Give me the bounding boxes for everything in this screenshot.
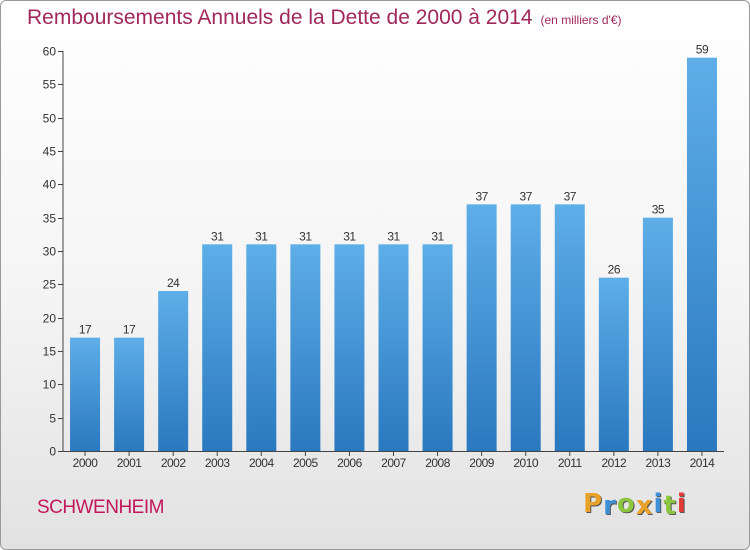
- bar: [511, 204, 541, 451]
- bar: [423, 244, 453, 451]
- y-tick-label: 5: [49, 412, 56, 426]
- bar-value-label: 24: [167, 276, 180, 290]
- x-tick-label: 2003: [205, 456, 231, 470]
- brand-logo-letter: r: [603, 491, 617, 521]
- x-tick-label: 2010: [513, 456, 539, 470]
- y-tick-label: 0: [49, 445, 56, 459]
- x-tick-label: 2006: [337, 456, 363, 470]
- x-tick-label: 2004: [249, 456, 275, 470]
- bar-value-label: 31: [343, 229, 356, 243]
- chart-frame: Remboursements Annuels de la Dette de 20…: [0, 0, 750, 550]
- bar-value-label: 31: [387, 229, 400, 243]
- y-tick-label: 25: [43, 278, 57, 292]
- bar: [290, 244, 320, 451]
- y-tick-label: 55: [43, 78, 57, 92]
- bar-value-label: 31: [431, 229, 444, 243]
- bar-value-label: 59: [696, 43, 709, 57]
- brand-logo-letter: t: [663, 491, 676, 521]
- bar: [379, 244, 409, 451]
- bar: [687, 58, 717, 451]
- brand-logo-letter: P: [583, 489, 603, 519]
- bar-chart: 0 5 10 15 20 25 30 35 40 45 50 55 60 2000 2001 2002 2003…: [1, 1, 749, 549]
- bar: [467, 204, 497, 451]
- x-tick-label: 2000: [73, 456, 99, 470]
- bar-value-label: 35: [652, 203, 665, 217]
- y-tick-label: 35: [43, 212, 57, 226]
- y-tick-label: 60: [43, 45, 57, 59]
- y-tick-label: 50: [43, 112, 57, 126]
- x-tick-label: 2012: [601, 456, 627, 470]
- x-tick-label: 2002: [161, 456, 187, 470]
- y-tick-label: 15: [43, 345, 57, 359]
- brand-logo-letter: x: [636, 491, 654, 521]
- bar: [246, 244, 276, 451]
- y-tick-label: 20: [43, 312, 57, 326]
- bars: [70, 58, 717, 451]
- bar-value-label: 31: [299, 229, 312, 243]
- bar-value-label: 26: [608, 263, 621, 277]
- x-tick-label: 2009: [469, 456, 495, 470]
- bar-value-label: 31: [255, 229, 268, 243]
- bar: [555, 204, 585, 451]
- y-tick-label: 40: [43, 178, 57, 192]
- bar-value-label: 17: [79, 323, 92, 337]
- bar: [70, 338, 100, 451]
- brand-logo-letter: o: [617, 489, 636, 519]
- bar: [334, 244, 364, 451]
- city-name: SCHWENHEIM: [37, 497, 164, 519]
- bar-value-label: 37: [475, 189, 488, 203]
- x-tick-label: 2014: [690, 456, 716, 470]
- bar-value-label: 31: [211, 229, 224, 243]
- x-tick-label: 2008: [425, 456, 451, 470]
- bar: [114, 338, 144, 451]
- bar: [202, 244, 232, 451]
- y-tick-label: 30: [43, 245, 57, 259]
- y-tick-label: 10: [43, 378, 57, 392]
- brand-logo-letter: i: [677, 489, 687, 519]
- x-tick-label: 2013: [646, 456, 672, 470]
- x-tick-label: 2007: [381, 456, 407, 470]
- brand-logo-letter: i: [654, 489, 664, 519]
- bar-value-label: 37: [564, 189, 577, 203]
- bar: [158, 291, 188, 451]
- y-tick-label: 45: [43, 145, 57, 159]
- bar: [599, 278, 629, 451]
- x-tick-label: 2005: [293, 456, 319, 470]
- brand-logo: Proxiti: [583, 489, 687, 519]
- x-tick-label: 2001: [117, 456, 143, 470]
- bar-value-label: 17: [123, 323, 136, 337]
- bar: [643, 218, 673, 451]
- x-tick-label: 2011: [558, 456, 583, 470]
- bar-value-label: 37: [520, 189, 533, 203]
